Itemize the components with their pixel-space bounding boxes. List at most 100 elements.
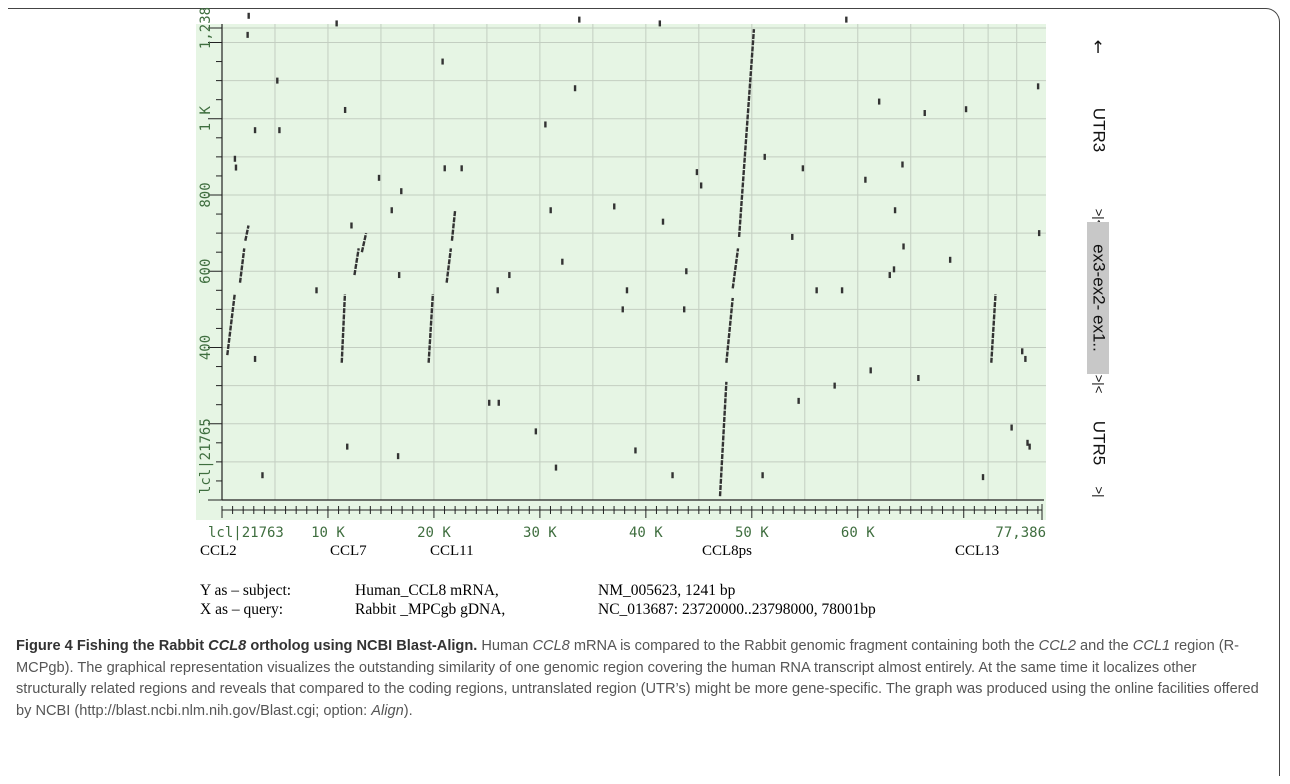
x-axis-query-name: Rabbit _MPCgb gDNA, bbox=[355, 601, 506, 618]
alignment-hit bbox=[917, 374, 920, 381]
alignment-hit bbox=[840, 287, 844, 294]
caption-text-1: Human bbox=[477, 638, 533, 654]
alignment-hit bbox=[497, 399, 500, 406]
alignment-hit bbox=[508, 272, 511, 279]
figure-caption: Figure 4 Fishing the Rabbit CCL8 ortholo… bbox=[16, 636, 1266, 722]
alignment-hit bbox=[350, 222, 353, 229]
alignment-hit bbox=[396, 453, 400, 460]
alignment-segment bbox=[353, 248, 360, 276]
y-axis-label: 1,238 bbox=[198, 7, 214, 49]
alignment-hit bbox=[621, 306, 624, 313]
alignment-hit bbox=[496, 287, 499, 294]
x-axis-label: lcl|21763 bbox=[208, 525, 284, 541]
x-axis-label: 40 K bbox=[629, 525, 663, 541]
alignment-hit bbox=[488, 399, 491, 406]
alignment-hit bbox=[801, 165, 805, 172]
alignment-hit bbox=[443, 165, 446, 172]
alignment-hit bbox=[791, 233, 794, 240]
alignment-segment bbox=[340, 294, 347, 363]
gene-label-ccl8ps: CCL8ps bbox=[702, 543, 753, 559]
alignment-hit bbox=[233, 155, 237, 162]
alignment-hit bbox=[877, 98, 881, 105]
alignment-hit bbox=[377, 174, 381, 181]
x-axis-label: 60 K bbox=[841, 525, 875, 541]
y-axis-subject-label: Y as – subject: bbox=[200, 582, 292, 599]
alignment-hit bbox=[695, 169, 699, 176]
alignment-hit bbox=[261, 472, 264, 479]
caption-text-2: mRNA is compared to the Rabbit genomic f… bbox=[569, 638, 1039, 654]
alignment-hit bbox=[247, 12, 250, 19]
alignment-hit bbox=[544, 121, 547, 128]
alignment-hit bbox=[797, 397, 800, 404]
alignment-hit bbox=[441, 58, 444, 65]
caption-title-part-2: ortholog using NCBI Blast-Align. bbox=[246, 638, 478, 654]
alignment-hit bbox=[573, 85, 577, 92]
alignment-hit bbox=[923, 110, 926, 117]
y-axis-label: 1 K bbox=[198, 106, 214, 132]
alignment-hit bbox=[893, 207, 897, 214]
alignment-hit bbox=[761, 472, 764, 479]
alignment-hit bbox=[625, 287, 629, 294]
alignment-hit bbox=[964, 106, 968, 113]
dot-plot-svg: lcl|21765 400 600 800 1 K 1,238 lcl|21763 10 K 2… bbox=[196, 7, 1109, 541]
caption-gene-1: CCL8 bbox=[532, 638, 570, 654]
gene-label-ccl7: CCL7 bbox=[330, 543, 367, 559]
alignment-hit bbox=[888, 272, 891, 279]
y-axis-label: 400 bbox=[198, 335, 214, 360]
alignment-hit bbox=[613, 203, 616, 210]
alignment-hit bbox=[671, 472, 674, 479]
alignment-hit bbox=[845, 16, 848, 23]
alignment-hit bbox=[397, 272, 401, 279]
caption-text-3: and the bbox=[1075, 638, 1133, 654]
x-axis-query-accession: NC_013687: 23720000..23798000, 78001bp bbox=[598, 601, 876, 618]
alignment-hit bbox=[561, 258, 564, 265]
side-label-exons: ex3-ex2- ex1.. bbox=[1090, 244, 1109, 352]
alignment-hit bbox=[1026, 439, 1029, 446]
alignment-hit bbox=[685, 268, 688, 275]
alignment-hit bbox=[763, 153, 766, 160]
caption-gene-3: CCL1 bbox=[1132, 638, 1171, 654]
alignment-segment bbox=[990, 294, 997, 363]
y-axis-label: 600 bbox=[198, 259, 214, 284]
alignment-hit bbox=[390, 207, 393, 214]
side-label-utr3: UTR3 bbox=[1090, 108, 1109, 152]
gene-label-ccl11: CCL11 bbox=[430, 543, 474, 559]
alignment-hit bbox=[534, 428, 538, 435]
caption-gene-2: CCL2 bbox=[1038, 638, 1076, 654]
alignment-hit bbox=[634, 447, 637, 454]
x-axis-label: 20 K bbox=[417, 525, 451, 541]
x-axis-label: 10 K bbox=[311, 525, 345, 541]
alignment-hit bbox=[658, 20, 662, 27]
caption-text-4: region (R-MCPgb). The graphical represen… bbox=[16, 638, 1259, 719]
x-axis-query-label: X as – query: bbox=[200, 601, 284, 618]
alignment-hit bbox=[253, 127, 257, 134]
alignment-segment bbox=[450, 210, 457, 241]
plot-background bbox=[196, 24, 1046, 520]
alignment-hit bbox=[1010, 424, 1013, 431]
caption-title-gene: CCL8 bbox=[208, 638, 247, 654]
alignment-hit bbox=[1037, 230, 1041, 237]
x-axis-label: 50 K bbox=[735, 525, 769, 541]
y-axis-label: 800 bbox=[198, 182, 214, 207]
alignment-segment bbox=[725, 297, 734, 363]
alignment-hit bbox=[1024, 355, 1027, 362]
alignment-segment bbox=[427, 294, 435, 363]
side-separator-2: >|< bbox=[1092, 375, 1107, 394]
alignment-segment bbox=[244, 225, 250, 241]
alignment-segment bbox=[731, 248, 740, 289]
side-label-utr5: UTR5 bbox=[1090, 421, 1109, 465]
figure-frame bbox=[8, 8, 1280, 776]
alignment-hit bbox=[902, 243, 905, 250]
alignment-segment bbox=[718, 381, 728, 497]
alignment-segment bbox=[445, 248, 453, 283]
alignment-hit bbox=[578, 16, 581, 23]
caption-title-part-1: Figure 4 Fishing the Rabbit bbox=[16, 638, 209, 654]
alignment-hit bbox=[682, 306, 686, 313]
alignment-hit bbox=[833, 382, 836, 389]
alignment-hit bbox=[1036, 83, 1040, 90]
caption-option: Align bbox=[371, 702, 404, 719]
y-axis-subject-accession: NM_005623, 1241 bp bbox=[598, 582, 736, 599]
alignment-hit bbox=[661, 218, 665, 225]
alignment-hit bbox=[346, 443, 349, 450]
alignment-hit bbox=[1028, 443, 1031, 450]
